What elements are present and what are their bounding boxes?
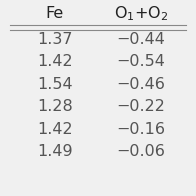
Text: 1.28: 1.28 — [37, 99, 73, 114]
Text: −0.46: −0.46 — [117, 77, 166, 92]
Text: 1.54: 1.54 — [37, 77, 73, 92]
Text: −0.54: −0.54 — [117, 54, 166, 69]
Text: Fe: Fe — [46, 6, 64, 21]
Text: $\mathrm{O_1{+}O_2}$: $\mathrm{O_1{+}O_2}$ — [114, 4, 168, 23]
Text: −0.16: −0.16 — [117, 122, 166, 137]
Text: −0.06: −0.06 — [117, 144, 166, 159]
Text: −0.44: −0.44 — [117, 32, 166, 47]
Text: 1.42: 1.42 — [37, 54, 73, 69]
Text: 1.37: 1.37 — [37, 32, 73, 47]
Text: 1.49: 1.49 — [37, 144, 73, 159]
Text: −0.22: −0.22 — [117, 99, 166, 114]
Text: 1.42: 1.42 — [37, 122, 73, 137]
